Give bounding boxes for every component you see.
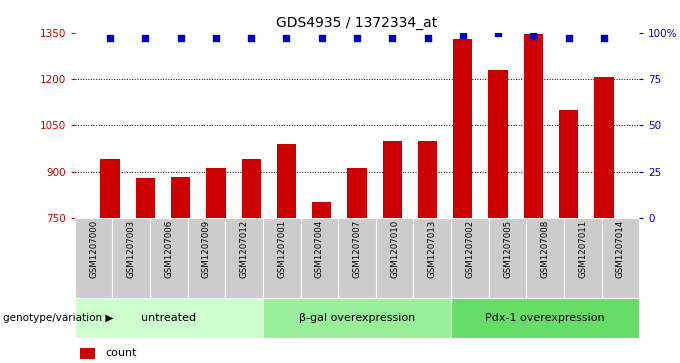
- Bar: [376, 218, 413, 298]
- Bar: [564, 218, 602, 298]
- Bar: [263, 218, 301, 298]
- Bar: [526, 218, 564, 298]
- Bar: [559, 110, 578, 218]
- Bar: [112, 218, 150, 298]
- Point: [211, 35, 222, 41]
- Point: [598, 35, 609, 41]
- Point: [175, 35, 186, 41]
- Text: GSM1207000: GSM1207000: [89, 220, 98, 278]
- Bar: [75, 298, 263, 338]
- Bar: [488, 70, 508, 218]
- Bar: [241, 159, 261, 218]
- Point: [245, 35, 256, 41]
- Text: count: count: [106, 348, 137, 358]
- Text: GSM1207001: GSM1207001: [277, 220, 286, 278]
- Text: Pdx-1 overexpression: Pdx-1 overexpression: [486, 313, 605, 323]
- Text: GSM1207013: GSM1207013: [428, 220, 437, 278]
- Bar: [594, 77, 613, 218]
- Bar: [312, 202, 331, 218]
- Point: [563, 35, 574, 41]
- Point: [458, 32, 469, 37]
- Bar: [188, 218, 225, 298]
- Point: [140, 35, 151, 41]
- Bar: [206, 168, 226, 218]
- Point: [105, 35, 116, 41]
- Bar: [347, 168, 367, 218]
- Bar: [171, 177, 190, 218]
- Point: [316, 35, 327, 41]
- Text: untreated: untreated: [141, 313, 197, 323]
- Point: [352, 35, 362, 41]
- Point: [492, 30, 503, 36]
- Bar: [383, 140, 402, 218]
- Text: GSM1207014: GSM1207014: [616, 220, 625, 278]
- Bar: [453, 39, 473, 218]
- Bar: [451, 218, 489, 298]
- Text: genotype/variation ▶: genotype/variation ▶: [3, 313, 114, 323]
- Bar: [225, 218, 263, 298]
- Bar: [263, 298, 451, 338]
- Text: GSM1207004: GSM1207004: [315, 220, 324, 278]
- Text: GSM1207003: GSM1207003: [126, 220, 136, 278]
- Title: GDS4935 / 1372334_at: GDS4935 / 1372334_at: [276, 16, 438, 30]
- Point: [528, 32, 539, 37]
- Text: GSM1207007: GSM1207007: [352, 220, 362, 278]
- Bar: [602, 218, 639, 298]
- Text: GSM1207009: GSM1207009: [202, 220, 211, 278]
- Point: [387, 35, 398, 41]
- Point: [422, 35, 433, 41]
- Bar: [277, 144, 296, 218]
- Bar: [75, 218, 112, 298]
- Bar: [136, 178, 155, 218]
- Bar: [451, 298, 639, 338]
- Bar: [80, 347, 95, 359]
- Text: GSM1207011: GSM1207011: [578, 220, 588, 278]
- Bar: [301, 218, 338, 298]
- Bar: [338, 218, 376, 298]
- Bar: [418, 140, 437, 218]
- Text: GSM1207010: GSM1207010: [390, 220, 399, 278]
- Point: [281, 35, 292, 41]
- Bar: [524, 34, 543, 218]
- Text: GSM1207002: GSM1207002: [465, 220, 475, 278]
- Text: β-gal overexpression: β-gal overexpression: [299, 313, 415, 323]
- Text: GSM1207006: GSM1207006: [165, 220, 173, 278]
- Text: GSM1207005: GSM1207005: [503, 220, 512, 278]
- Bar: [413, 218, 451, 298]
- Bar: [150, 218, 188, 298]
- Text: GSM1207012: GSM1207012: [239, 220, 249, 278]
- Bar: [101, 159, 120, 218]
- Text: GSM1207008: GSM1207008: [541, 220, 549, 278]
- Bar: [489, 218, 526, 298]
